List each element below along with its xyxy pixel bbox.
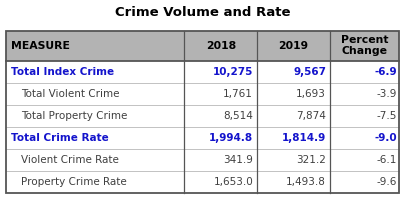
FancyBboxPatch shape	[6, 31, 399, 61]
Text: -3.9: -3.9	[377, 89, 397, 99]
Text: 2018: 2018	[206, 41, 236, 51]
Text: Total Violent Crime: Total Violent Crime	[21, 89, 119, 99]
Text: 1,814.9: 1,814.9	[282, 133, 326, 143]
Text: -6.1: -6.1	[377, 155, 397, 165]
FancyBboxPatch shape	[6, 61, 399, 193]
Text: 10,275: 10,275	[213, 67, 253, 77]
Text: 1,761: 1,761	[223, 89, 253, 99]
Text: 1,693: 1,693	[296, 89, 326, 99]
Text: 1,493.8: 1,493.8	[286, 177, 326, 187]
Text: Crime Volume and Rate: Crime Volume and Rate	[115, 6, 290, 19]
Text: Total Property Crime: Total Property Crime	[21, 111, 128, 121]
Text: 2019: 2019	[279, 41, 309, 51]
Text: -6.9: -6.9	[374, 67, 397, 77]
Text: MEASURE: MEASURE	[11, 41, 70, 51]
Text: Property Crime Rate: Property Crime Rate	[21, 177, 127, 187]
Text: 1,994.8: 1,994.8	[209, 133, 253, 143]
Text: Percent
Change: Percent Change	[341, 35, 388, 56]
Text: 8,514: 8,514	[223, 111, 253, 121]
Text: 9,567: 9,567	[293, 67, 326, 77]
Text: Violent Crime Rate: Violent Crime Rate	[21, 155, 119, 165]
Text: 321.2: 321.2	[296, 155, 326, 165]
Text: 7,874: 7,874	[296, 111, 326, 121]
Text: -9.6: -9.6	[377, 177, 397, 187]
Text: Total Index Crime: Total Index Crime	[11, 67, 114, 77]
Text: Total Crime Rate: Total Crime Rate	[11, 133, 109, 143]
Text: 341.9: 341.9	[223, 155, 253, 165]
Text: -9.0: -9.0	[374, 133, 397, 143]
Text: -7.5: -7.5	[377, 111, 397, 121]
Text: 1,653.0: 1,653.0	[213, 177, 253, 187]
